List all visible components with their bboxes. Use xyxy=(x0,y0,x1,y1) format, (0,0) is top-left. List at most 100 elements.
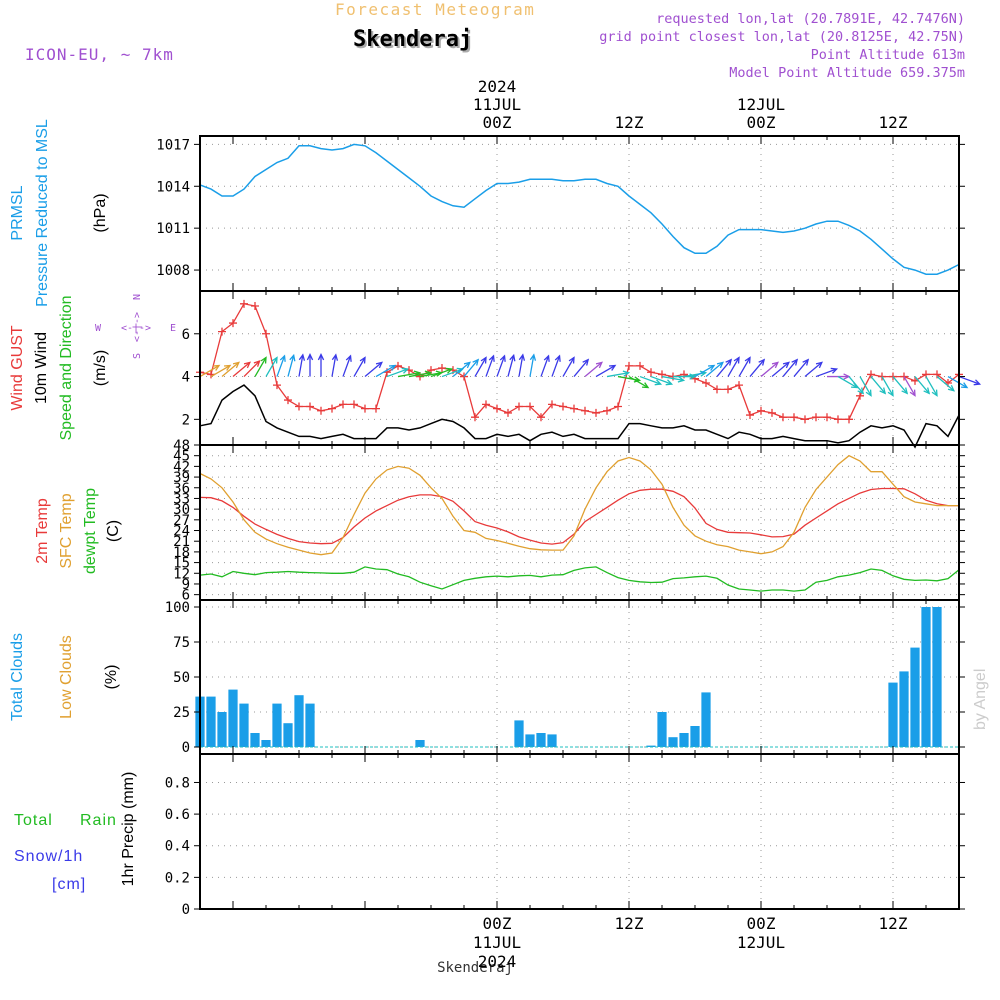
wind-direction-arrow xyxy=(573,359,589,377)
wind-speed-line xyxy=(199,384,960,449)
wind-direction-arrow xyxy=(606,372,629,378)
y-tick-label: 1014 xyxy=(156,179,190,195)
y-tick-label: 100 xyxy=(165,600,190,616)
y-tick-label: 0.6 xyxy=(165,807,190,823)
model-altitude: Model Point Altitude 659.375m xyxy=(729,65,965,81)
wind-direction-arrow xyxy=(958,375,980,385)
wind-arrow-head xyxy=(865,389,872,397)
wind-arrow-head xyxy=(306,353,314,361)
y-tick-label: 6 xyxy=(182,327,190,343)
wind-gust-marker xyxy=(790,413,798,422)
wind-arrow-head xyxy=(744,356,751,364)
wind-arrow-head xyxy=(947,384,955,392)
clouds-unit: (%) xyxy=(103,665,120,690)
wind-arrow-head xyxy=(758,358,766,366)
wind-arrow-head xyxy=(375,361,383,369)
wind-arrow-head xyxy=(260,356,267,364)
wind-arrow-head xyxy=(931,389,938,397)
wind-gust-marker xyxy=(911,376,919,385)
cloud-bar xyxy=(239,703,249,747)
wind-gust-line xyxy=(199,303,960,420)
wind-direction-arrow xyxy=(518,354,524,377)
y-tick-label: 4 xyxy=(182,370,190,386)
wind-arrow-head xyxy=(213,364,221,371)
cloud-bar xyxy=(701,692,711,747)
wind-gust-marker xyxy=(735,381,743,390)
temp-line xyxy=(199,487,959,545)
wind-direction-arrow xyxy=(837,375,858,389)
compass-vertical-arrows: <-|-> xyxy=(132,312,143,342)
cloud-bar xyxy=(283,723,293,747)
wind-arrow-head xyxy=(480,356,487,364)
y-tick-label: 39 xyxy=(173,470,190,486)
wind-arrow-head xyxy=(830,367,839,374)
product-title: Forecast Meteogram xyxy=(335,0,535,19)
requested-coords: requested lon,lat (20.7891E, 42.7476N) xyxy=(656,11,965,27)
cloud-bar xyxy=(206,696,216,747)
wind-gust-marker xyxy=(592,408,600,417)
wind-arrow-head xyxy=(857,387,865,395)
frame-layer: 1008101110141017246691215182124273033363… xyxy=(156,77,965,971)
wind-direction-arrow xyxy=(562,357,575,377)
y-tick-label: 45 xyxy=(173,449,190,465)
wind-direction-arrow xyxy=(793,359,809,377)
wind-gust-marker xyxy=(548,400,556,409)
wind-direction-arrow xyxy=(738,357,751,377)
y-tick-label: 27 xyxy=(173,513,190,529)
wind-arrow-head xyxy=(253,359,261,367)
wind-direction-arrow xyxy=(375,364,396,378)
panel-frame xyxy=(199,290,960,446)
cloud-bar xyxy=(261,740,271,747)
time-label-bottom: 12Z xyxy=(615,914,644,933)
wind-direction-arrow xyxy=(331,354,337,377)
wind-arrow-head xyxy=(359,356,366,364)
wind-direction-arrow xyxy=(749,359,765,377)
time-label-top-date: 12JUL xyxy=(737,95,785,114)
wind-direction-arrow xyxy=(639,375,661,385)
wind-gust-marker xyxy=(372,404,380,413)
clouds-label-low: Low Clouds xyxy=(58,635,75,719)
wind-direction-arrow xyxy=(782,359,798,377)
y-tick-label: 1011 xyxy=(156,221,190,237)
wind-gust-marker xyxy=(284,396,292,405)
cloud-bar xyxy=(294,695,304,747)
temp-label-sfc: SFC Temp xyxy=(58,493,75,568)
cloud-bar xyxy=(536,733,546,747)
wind-direction-arrow xyxy=(892,376,908,394)
precip-label-total: Total xyxy=(14,812,53,829)
cloud-bar xyxy=(228,689,238,747)
wind-direction-arrow xyxy=(584,361,603,378)
wind-gust-marker xyxy=(713,385,721,394)
wind-direction-arrow xyxy=(661,375,684,382)
wind-unit: (m/s) xyxy=(92,350,109,386)
wind-gust-marker xyxy=(746,411,754,420)
cloud-bar xyxy=(657,712,667,747)
wind-arrow-head xyxy=(445,367,454,374)
credit-watermark: by Angel xyxy=(972,669,989,730)
cloud-bar xyxy=(921,607,931,747)
wind-arrow-head xyxy=(677,376,686,383)
wind-direction-arrow xyxy=(298,354,304,377)
y-tick-label: 42 xyxy=(173,459,190,475)
cloud-bar xyxy=(932,607,942,747)
wind-direction-arrow xyxy=(617,375,640,382)
wind-arrow-head xyxy=(279,354,286,362)
wind-gust-marker xyxy=(856,391,864,400)
gridpoint-coords: grid point closest lon,lat (20.8125E, 42… xyxy=(599,29,965,45)
wind-direction-arrow xyxy=(232,361,251,378)
wind-gust-marker xyxy=(328,404,336,413)
wind-gust-marker xyxy=(581,406,589,415)
time-label-bottom: 00Z xyxy=(483,914,512,933)
wind-gust-marker xyxy=(724,385,732,394)
wind-direction-arrow xyxy=(430,368,452,378)
wind-direction-arrow xyxy=(463,359,479,377)
time-label-bottom-year: 2024 xyxy=(478,952,517,971)
wind-arrow-head xyxy=(499,354,506,362)
cloud-bar xyxy=(272,703,282,747)
panel-frame xyxy=(199,753,960,910)
time-label-top-date: 11JUL xyxy=(473,95,521,114)
cloud-bar xyxy=(514,720,524,747)
wind-direction-arrow xyxy=(221,361,240,378)
cloud-bar xyxy=(415,740,425,747)
wind-direction-arrow xyxy=(386,368,408,378)
